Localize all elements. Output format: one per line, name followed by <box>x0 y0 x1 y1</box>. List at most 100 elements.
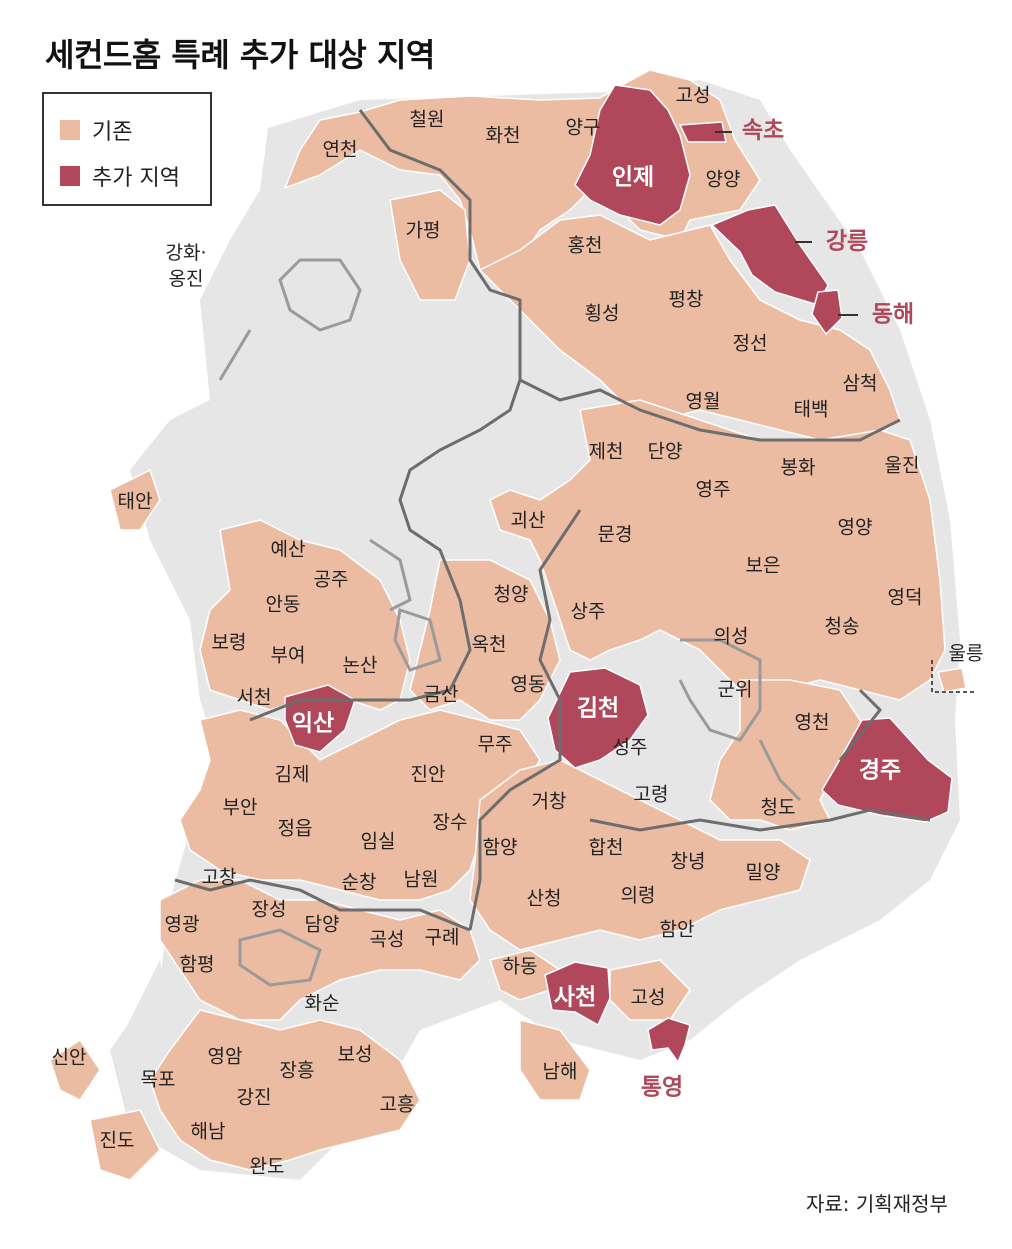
region-label-existing: 보성 <box>338 1044 373 1066</box>
region-label-existing: 고흥 <box>380 1094 415 1116</box>
region-label-added: 익산 <box>292 711 334 737</box>
region-label-existing: 청양 <box>494 584 529 606</box>
region-gyeongnam-north <box>469 759 811 951</box>
region-north-chungbuk-gyeongbuk <box>489 399 946 701</box>
region-label-existing: 남해 <box>543 1061 578 1083</box>
legend-label-existing: 기존 <box>92 120 133 145</box>
province-boundaries <box>174 109 931 932</box>
region-label-existing: 함양 <box>483 837 518 859</box>
region-inje <box>574 84 691 226</box>
region-label-existing: 임실 <box>361 831 396 853</box>
region-label-existing: 울릉 <box>949 643 984 665</box>
legend-item-existing: 기존 <box>60 114 132 146</box>
region-sacheon <box>544 961 611 1027</box>
region-label-existing: 영광 <box>165 914 200 936</box>
region-label-existing: 보령 <box>212 632 247 654</box>
region-label-added: 통영 <box>641 1075 683 1101</box>
region-label-existing: 순창 <box>342 872 377 894</box>
existing-regions <box>49 69 967 1181</box>
region-label-existing: 군위 <box>718 679 753 701</box>
ulleung-inset-frame <box>931 660 976 693</box>
region-label-existing: 문경 <box>598 524 633 546</box>
region-label-existing: 장성 <box>252 899 287 921</box>
region-label-existing: 정선 <box>733 333 768 355</box>
region-label-existing: 함평 <box>180 954 215 976</box>
region-gapyeong <box>389 189 471 301</box>
region-sokcho <box>678 121 727 143</box>
metro-boundaries <box>218 258 802 987</box>
region-gimcheon <box>547 667 649 769</box>
map-title: 세컨드홈 특례 추가 대상 지역 <box>45 36 435 74</box>
region-label-existing: 남원 <box>404 869 439 891</box>
region-label-existing: 고성 <box>676 85 711 107</box>
legend-label-added: 추가 지역 <box>92 166 180 191</box>
region-label-added: 동해 <box>872 302 914 328</box>
region-label-existing: 고성 <box>631 987 666 1009</box>
region-label-existing: 양구 <box>566 117 601 139</box>
region-label-existing: 거창 <box>532 791 567 813</box>
region-label-existing: 성주 <box>613 737 648 759</box>
region-label-existing: 진도 <box>100 1130 135 1152</box>
region-label-existing: 합천 <box>589 837 624 859</box>
region-label-existing: 단양 <box>648 441 683 463</box>
region-donghae <box>811 289 843 336</box>
region-label-existing: 화천 <box>486 125 521 147</box>
region-label-added: 강릉 <box>826 229 868 255</box>
region-label-existing: 영월 <box>686 391 721 413</box>
region-label-existing: 영동 <box>511 674 546 696</box>
region-label-existing: 봉화 <box>781 457 816 479</box>
region-label-existing: 신안 <box>52 1047 87 1069</box>
region-label-existing: 삼척 <box>843 373 878 395</box>
region-label-existing: 철원 <box>410 109 445 131</box>
region-label-existing: 양양 <box>706 169 741 191</box>
legend-swatch-existing <box>60 120 80 140</box>
region-label-existing: 강진 <box>237 1087 272 1109</box>
region-label-existing: 논산 <box>343 655 378 677</box>
region-jindo <box>89 1109 161 1181</box>
region-label-existing: 부안 <box>223 797 258 819</box>
source-note: 자료: 기획재정부 <box>806 1192 948 1216</box>
region-label-existing: 태백 <box>794 399 829 421</box>
region-label-existing: 태안 <box>118 491 153 513</box>
region-label-existing: 강화· 옹진 <box>166 242 207 290</box>
region-label-existing: 목포 <box>141 1069 176 1091</box>
region-iksan <box>284 684 356 753</box>
region-label-existing: 무주 <box>478 734 513 756</box>
region-label-existing: 정읍 <box>278 818 313 840</box>
region-label-existing: 진안 <box>411 764 446 786</box>
region-label-existing: 홍천 <box>568 235 603 257</box>
region-namhae <box>519 1019 591 1101</box>
region-label-existing: 의성 <box>714 626 749 648</box>
region-label-existing: 장수 <box>433 812 468 834</box>
region-label-existing: 서천 <box>237 687 272 709</box>
legend: 기존 추가 지역 <box>42 92 212 206</box>
region-label-existing: 고창 <box>202 867 237 889</box>
region-label-existing: 창녕 <box>671 851 706 873</box>
region-label-existing: 공주 <box>314 569 349 591</box>
region-label-existing: 청도 <box>761 797 796 819</box>
region-label-existing: 영주 <box>696 479 731 501</box>
region-label-existing: 영암 <box>208 1046 243 1068</box>
region-label-existing: 가평 <box>406 220 441 242</box>
region-label-existing: 괴산 <box>511 510 546 532</box>
region-label-existing: 김제 <box>275 764 310 786</box>
region-chungbuk-south <box>409 559 561 721</box>
region-label-existing: 횡성 <box>585 303 620 325</box>
region-label-existing: 밀양 <box>746 862 781 884</box>
region-label-existing: 보은 <box>746 555 781 577</box>
region-label-existing: 울진 <box>885 455 920 477</box>
region-label-existing: 상주 <box>571 601 606 623</box>
region-label-existing: 의령 <box>621 885 656 907</box>
region-ulleung <box>937 667 967 693</box>
region-label-existing: 청송 <box>825 616 860 638</box>
region-label-existing: 하동 <box>503 956 538 978</box>
region-label-added: 속초 <box>742 118 784 144</box>
region-label-existing: 영양 <box>838 517 873 539</box>
region-label-existing: 해남 <box>191 1121 226 1143</box>
region-label-existing: 완도 <box>250 1156 285 1178</box>
region-label-existing: 산청 <box>527 888 562 910</box>
region-chungnam <box>109 468 161 531</box>
